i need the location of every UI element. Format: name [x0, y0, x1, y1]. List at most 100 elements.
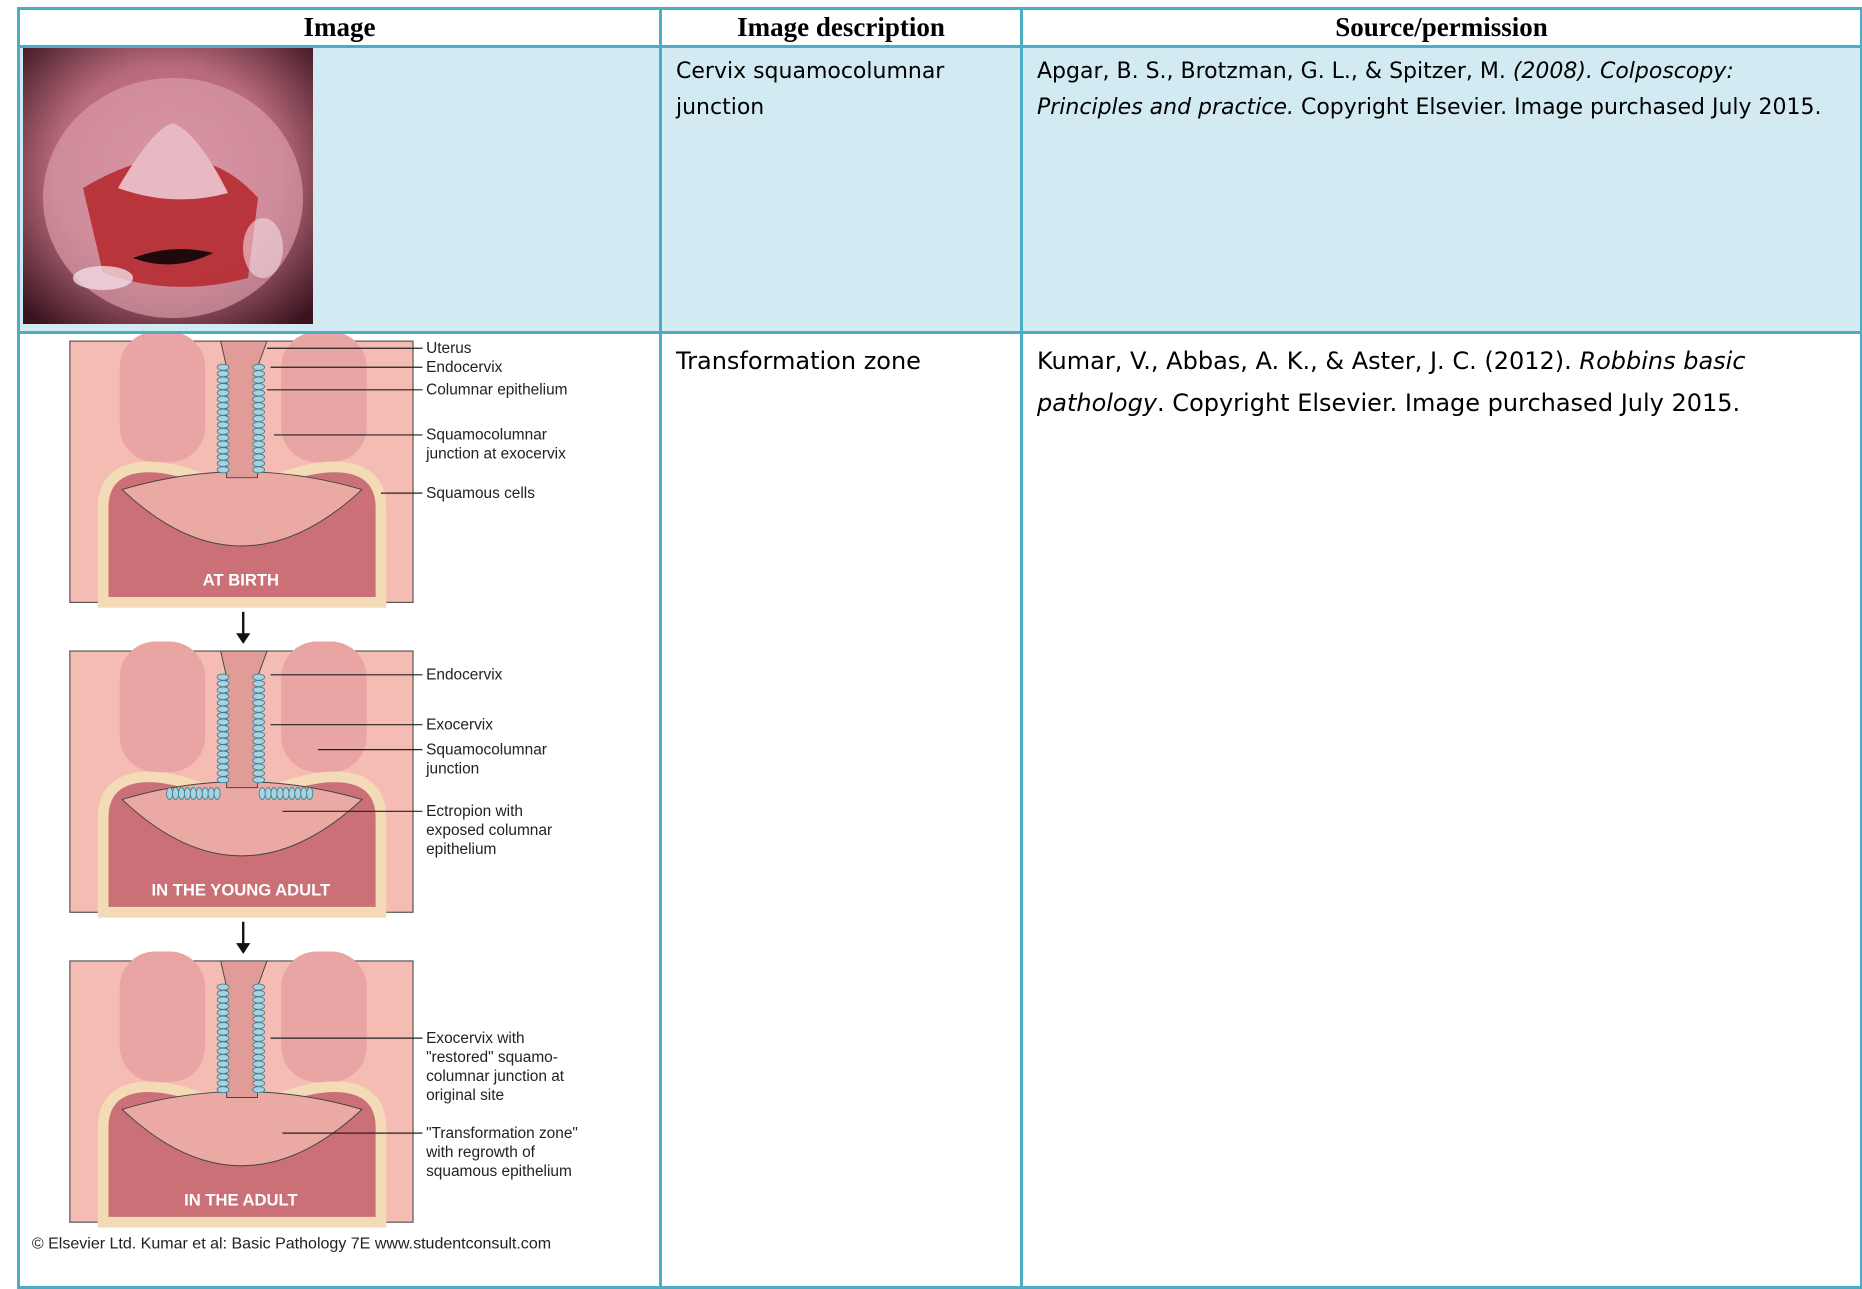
columnar-cell — [252, 680, 266, 688]
columnar-cell — [216, 1041, 230, 1049]
uterus-lobe — [281, 335, 367, 463]
columnar-cell — [216, 705, 230, 713]
diagram-label: original site — [426, 1087, 504, 1104]
columnar-cell — [177, 787, 185, 800]
columnar-cell — [216, 434, 230, 442]
diagram-label: Squamocolumnar — [426, 427, 547, 444]
columnar-cell — [216, 686, 230, 694]
columnar-cell — [252, 453, 266, 461]
columnar-cell — [216, 1002, 230, 1010]
table-row: AT BIRTH Uterus Endocervix Columnar epithel… — [17, 331, 1862, 1289]
uterus-lobe — [281, 641, 367, 773]
table-row: Cervix squamocolumnar junction Apgar, B.… — [17, 45, 1862, 334]
diagram: AT BIRTH Uterus Endocervix Columnar epithel… — [32, 335, 578, 1252]
source-text: Copyright Elsevier. Image purchased July… — [1293, 95, 1822, 120]
panel-title: AT BIRTH — [203, 571, 279, 590]
columnar-cell — [252, 447, 266, 455]
columnar-cell — [216, 699, 230, 707]
columnar-cell — [252, 421, 266, 429]
columnar-cell — [252, 744, 266, 752]
columnar-cell — [216, 415, 230, 423]
columnar-cell — [252, 1066, 266, 1074]
page: Image Image description Source/permissio… — [17, 7, 1862, 1289]
panel-title: IN THE YOUNG ADULT — [151, 881, 330, 900]
columnar-cell — [252, 395, 266, 403]
columnar-cell — [216, 763, 230, 771]
cervix-portio — [121, 1091, 363, 1167]
columnar-cell — [216, 382, 230, 390]
columnar-cell — [270, 787, 278, 800]
columnar-cell — [252, 434, 266, 442]
diagram-label: Endocervix — [426, 667, 503, 684]
columnar-cell — [213, 787, 221, 800]
uterus-lobe — [119, 641, 206, 773]
diagram-label: junction at exocervix — [425, 446, 566, 463]
columnar-cell — [252, 1002, 266, 1010]
columnar-cell — [216, 744, 230, 752]
columnar-cell — [252, 427, 266, 435]
arrow-head — [236, 943, 251, 954]
columnar-cell — [252, 1009, 266, 1017]
columnar-cell — [252, 1060, 266, 1068]
columnar-cell — [216, 1015, 230, 1023]
columnar-cell — [216, 680, 230, 688]
columnar-cell — [294, 787, 302, 800]
columnar-cell — [216, 692, 230, 700]
source-text: Apgar, B. S., Brotzman, G. L., & Spitzer… — [1037, 59, 1513, 84]
columnar-cell — [252, 459, 266, 467]
columnar-cell — [252, 363, 266, 371]
columnar-cell — [216, 1034, 230, 1042]
columnar-cell — [216, 453, 230, 461]
columnar-cell — [216, 376, 230, 384]
columnar-cell — [252, 692, 266, 700]
columnar-cell — [252, 731, 266, 739]
columnar-cell — [216, 1047, 230, 1055]
image-cell: AT BIRTH Uterus Endocervix Columnar epithel… — [17, 331, 662, 1289]
columnar-cell — [252, 718, 266, 726]
columnar-cell — [252, 1073, 266, 1081]
header-row: Image Image description Source/permissio… — [17, 7, 1862, 48]
diagram-label: Endocervix — [426, 359, 503, 376]
columnar-cell — [252, 382, 266, 390]
diagram-label: epithelium — [426, 841, 496, 858]
header-cell: Image — [17, 7, 662, 48]
columnar-cell — [216, 1066, 230, 1074]
columnar-cell — [216, 402, 230, 410]
columnar-cell — [216, 363, 230, 371]
columnar-cell — [252, 983, 266, 991]
columnar-cell — [252, 705, 266, 713]
columnar-cell — [216, 757, 230, 765]
columnar-cell — [252, 376, 266, 384]
columnar-cell — [252, 776, 266, 784]
uterus-lobe — [119, 951, 206, 1083]
columnar-cell — [216, 370, 230, 378]
uterus-lobe — [119, 335, 206, 463]
columnar-cell — [216, 408, 230, 416]
columnar-cell — [288, 787, 296, 800]
columnar-cell — [252, 1086, 266, 1094]
columnar-cell — [216, 989, 230, 997]
diagram-label: Exocervix with — [426, 1030, 525, 1047]
diagram-label: "restored" squamo- — [426, 1049, 558, 1066]
cervix-portio — [121, 781, 363, 857]
columnar-cell — [252, 1041, 266, 1049]
columnar-cell — [216, 718, 230, 726]
columnar-cell — [252, 989, 266, 997]
diagram-label: Ectropion with — [426, 803, 523, 820]
columnar-cell — [252, 408, 266, 416]
diagram-caption: © Elsevier Ltd. Kumar et al: Basic Patho… — [32, 1234, 551, 1252]
diagram-label: exposed columnar — [426, 822, 552, 839]
columnar-cell — [216, 1022, 230, 1030]
columnar-cell — [201, 787, 209, 800]
columnar-cell — [216, 673, 230, 681]
source-text: Robbins basic pathology — [1037, 347, 1746, 417]
diagram-label: Columnar epithelium — [426, 382, 567, 399]
image-cell — [17, 45, 662, 334]
columnar-cell — [252, 686, 266, 694]
uterus-lobe — [281, 951, 367, 1083]
columnar-cell — [216, 421, 230, 429]
columnar-cell — [216, 983, 230, 991]
columnar-cell — [252, 402, 266, 410]
description-cell: Transformation zone — [659, 331, 1023, 1289]
columnar-cell — [207, 787, 215, 800]
